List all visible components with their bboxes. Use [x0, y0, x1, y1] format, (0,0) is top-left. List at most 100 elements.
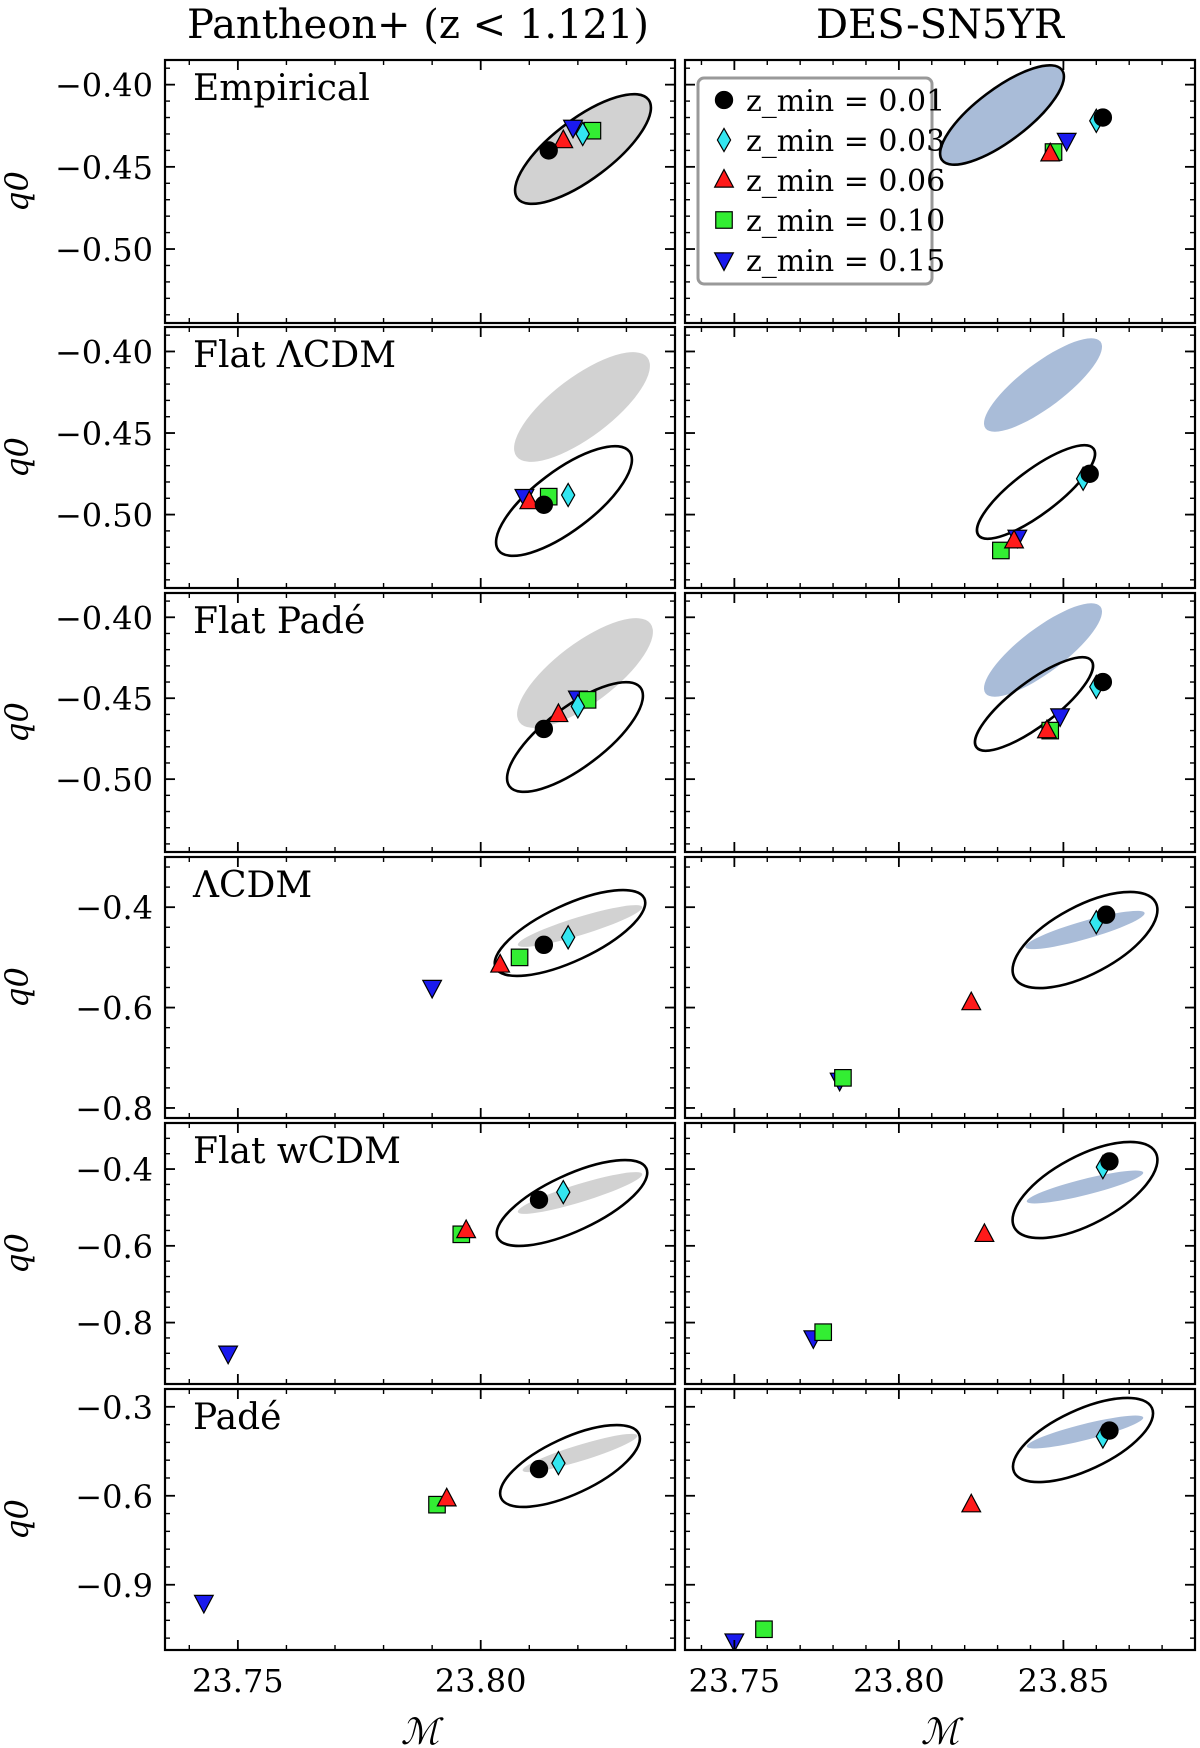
plot-area	[421, 888, 647, 1000]
plot-area	[973, 603, 1113, 753]
panel-frame	[683, 1387, 1197, 1652]
point-zmin-0.06	[1039, 141, 1061, 162]
point-zmin-0.10	[510, 948, 529, 967]
panel-pantheon-empirical: −0.40 −0.45 −0.50 q0 Empirical	[0, 58, 677, 325]
row-label: Flat Padé	[193, 601, 365, 642]
point-zmin-0.01	[1080, 464, 1099, 483]
confidence-contour	[498, 1423, 642, 1509]
point-zmin-0.06	[974, 1222, 995, 1243]
point-zmin-0.01	[534, 719, 554, 739]
plot-area	[975, 338, 1103, 560]
y-tick-label: −0.3	[75, 1389, 153, 1427]
point-zmin-0.06	[1003, 528, 1025, 549]
point-zmin-0.06	[552, 128, 574, 149]
plot-area	[724, 1396, 1155, 1650]
point-zmin-0.10	[755, 1620, 773, 1639]
y-tick-label: −0.4	[75, 889, 153, 927]
point-zmin-0.03	[570, 693, 586, 720]
panel-frame	[163, 325, 677, 590]
y-axis-label: q0	[0, 1233, 36, 1274]
legend-label: z_min = 0.01	[746, 84, 945, 119]
plot-area	[938, 64, 1113, 166]
panel-frame	[163, 1121, 677, 1386]
panel-pantheon-padé: −0.3 −0.6 −0.9 q0 Padé 23.75 23.80 ℳ	[0, 1387, 677, 1748]
panel-pantheon-flat-padé: −0.40 −0.45 −0.50 q0 Flat Padé	[0, 591, 677, 854]
panel-frame	[163, 1387, 677, 1652]
confidence-contour	[522, 1433, 638, 1473]
x-tick-label: 23.85	[1018, 1662, 1110, 1700]
plot-area	[829, 890, 1159, 1093]
legend-label: z_min = 0.06	[746, 164, 945, 199]
legend-label: z_min = 0.03	[746, 124, 945, 159]
y-tick-label: −0.40	[55, 67, 153, 105]
legend-marker-square	[715, 211, 733, 229]
point-zmin-0.06	[436, 1487, 458, 1507]
point-zmin-0.03	[560, 924, 576, 951]
confidence-contour	[514, 352, 650, 462]
confidence-contour	[517, 905, 643, 947]
panel-pantheon-λcdm: −0.4 −0.6 −0.8 q0 ΛCDM	[0, 855, 677, 1128]
confidence-contour	[1011, 1396, 1155, 1484]
confidence-contour	[938, 64, 1066, 166]
point-zmin-0.15	[562, 119, 584, 140]
legend-box	[696, 76, 934, 286]
point-zmin-0.06	[489, 953, 511, 973]
point-zmin-0.03	[551, 1450, 566, 1476]
row-label: Empirical	[193, 68, 370, 109]
panel-frame	[683, 325, 1197, 590]
panel-des-empirical	[683, 58, 1197, 325]
point-zmin-0.03	[560, 482, 576, 508]
confidence-contour	[1025, 910, 1145, 950]
point-zmin-0.15	[1056, 132, 1078, 153]
point-zmin-0.06	[455, 1218, 477, 1239]
legend-label: z_min = 0.10	[746, 204, 945, 239]
plot-area	[494, 352, 650, 558]
row-label: ΛCDM	[192, 865, 312, 906]
y-axis-label: q0	[0, 437, 36, 478]
y-tick-label: −0.40	[55, 333, 153, 371]
point-zmin-0.10	[814, 1323, 833, 1342]
y-tick-label: −0.8	[75, 1305, 153, 1343]
plot-area	[513, 92, 653, 206]
y-tick-label: −0.50	[55, 761, 153, 799]
row-label: Flat wCDM	[193, 1131, 401, 1172]
legend-marker-triangle-down	[713, 252, 735, 272]
point-zmin-0.03	[555, 1179, 571, 1205]
point-zmin-0.15	[217, 1345, 239, 1366]
point-zmin-0.01	[529, 1190, 549, 1209]
confidence-contour	[983, 603, 1103, 697]
point-zmin-0.01	[539, 141, 558, 160]
point-zmin-0.15	[1049, 708, 1071, 728]
panel-pantheon-flat-wcdm: −0.4 −0.6 −0.8 q0 Flat wCDM	[0, 1121, 677, 1386]
x-tick-label: 23.75	[192, 1662, 284, 1700]
confidence-contour	[517, 618, 653, 728]
confidence-contour	[1011, 890, 1159, 990]
plot-area	[217, 1158, 649, 1366]
point-zmin-0.06	[960, 1492, 982, 1513]
panel-frame	[163, 58, 677, 325]
point-zmin-0.01	[529, 1459, 549, 1479]
point-zmin-0.01	[534, 495, 554, 514]
x-tick-label: 23.80	[435, 1662, 527, 1700]
point-zmin-0.01	[1096, 905, 1116, 924]
y-tick-label: −0.6	[75, 1228, 153, 1266]
legend-marker-triangle-up	[713, 168, 735, 188]
panel-des-padé: 23.75 23.80 23.85 ℳ	[683, 1387, 1197, 1748]
point-zmin-0.06	[518, 489, 540, 510]
point-zmin-0.03	[575, 121, 591, 147]
plot-area	[802, 1140, 1159, 1350]
panel-frame	[683, 855, 1197, 1120]
panels-grid: −0.40 −0.45 −0.50 q0 Empirical −0.40 −0.45 −0.5…	[0, 58, 1197, 1748]
legend: z_min = 0.01 z_min = 0.03 z_min = 0.06 z_mi…	[696, 76, 945, 286]
point-zmin-0.15	[421, 979, 443, 1000]
legend-label: z_min = 0.15	[746, 244, 945, 279]
y-tick-label: −0.45	[55, 680, 153, 718]
panel-des-flat-λcdm	[683, 325, 1197, 590]
point-zmin-0.06	[1036, 718, 1058, 739]
point-zmin-0.15	[193, 1594, 215, 1615]
point-zmin-0.06	[960, 990, 982, 1011]
panel-frame	[683, 58, 1197, 325]
column-title-pantheon: Pantheon+ (z < 1.121)	[187, 2, 649, 48]
panel-des-λcdm	[683, 855, 1197, 1120]
y-tick-label: −0.50	[55, 497, 153, 535]
